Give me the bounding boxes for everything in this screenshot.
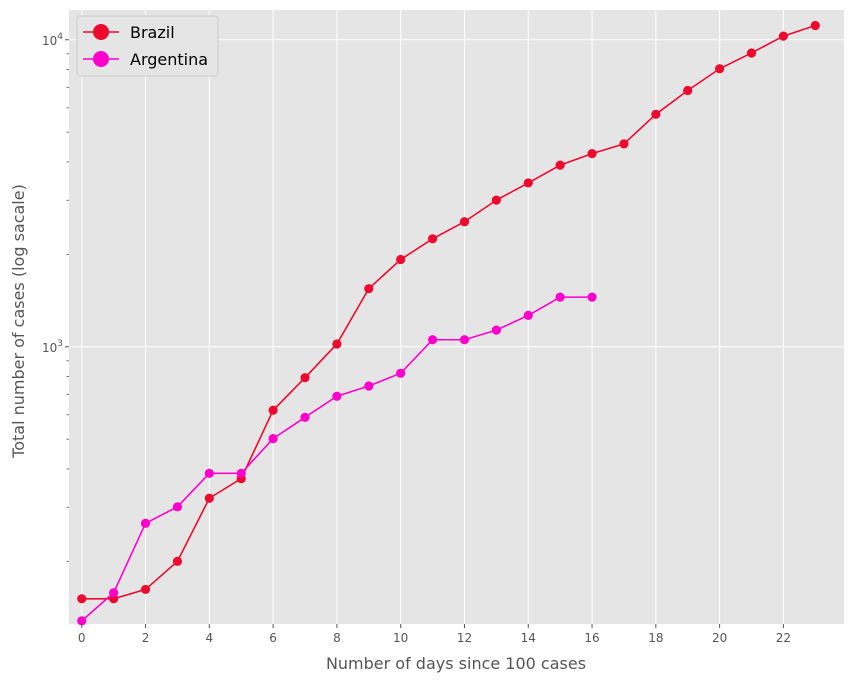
data-point-brazil [778, 31, 789, 41]
y-axis: 103 104 [42, 32, 69, 562]
data-point-brazil [396, 254, 406, 265]
x-tick-label: 22 [776, 631, 791, 645]
data-point-brazil [491, 195, 501, 205]
data-point-brazil [268, 405, 278, 415]
series-layer [77, 20, 820, 626]
x-tick-label: 6 [269, 631, 277, 645]
legend: Brazil Argentina [76, 15, 219, 77]
data-point-brazil [204, 493, 214, 503]
data-point-argentina [77, 616, 87, 626]
data-point-argentina [172, 502, 183, 512]
data-point-argentina [300, 412, 310, 422]
data-point-argentina [555, 292, 565, 302]
x-tick-label: 16 [584, 631, 599, 645]
data-point-argentina [587, 292, 597, 302]
data-point-brazil [300, 373, 310, 383]
data-point-argentina [332, 391, 342, 401]
grid [69, 10, 844, 624]
data-point-brazil [332, 339, 342, 349]
data-point-argentina [427, 335, 438, 345]
data-point-brazil [523, 178, 533, 188]
x-tick-label: 18 [648, 631, 663, 645]
data-point-argentina [491, 325, 501, 335]
y-axis-label: Total number of cases (log sacale) [9, 184, 28, 459]
data-point-brazil [77, 594, 87, 604]
data-point-argentina [459, 335, 470, 345]
data-point-brazil [810, 20, 820, 31]
data-point-brazil [459, 217, 470, 227]
data-point-argentina [236, 468, 246, 478]
data-point-argentina [204, 468, 214, 478]
y-tick-label: 103 [42, 339, 63, 355]
y-tick-label: 104 [42, 32, 63, 48]
data-point-brazil [619, 139, 629, 149]
data-point-argentina [364, 381, 374, 391]
data-point-brazil [587, 149, 597, 159]
legend-marker-brazil [93, 24, 109, 40]
data-point-brazil [683, 85, 693, 96]
x-tick-label: 20 [712, 631, 727, 645]
x-tick-label: 10 [393, 631, 408, 645]
data-point-brazil [427, 234, 438, 244]
data-point-argentina [523, 310, 533, 321]
data-point-argentina [268, 434, 278, 444]
data-point-brazil [715, 64, 725, 74]
x-axis: 0 2 4 6 8 10 12 14 16 18 20 22 [78, 624, 791, 645]
data-point-brazil [651, 109, 661, 119]
data-point-brazil [364, 284, 374, 294]
x-tick-label: 0 [78, 631, 86, 645]
legend-marker-argentina [93, 51, 109, 67]
x-tick-label: 14 [521, 631, 536, 645]
legend-label-brazil: Brazil [130, 23, 175, 42]
x-axis-label: Number of days since 100 cases [326, 654, 586, 673]
data-point-argentina [140, 518, 151, 528]
x-tick-label: 4 [206, 631, 214, 645]
data-point-argentina [396, 368, 406, 378]
data-point-brazil [140, 584, 151, 595]
legend-label-argentina: Argentina [130, 50, 208, 69]
legend-box [76, 15, 219, 77]
plot-area [69, 10, 844, 624]
data-point-argentina [109, 588, 119, 598]
series-line-brazil [81, 24, 816, 600]
data-point-brazil [172, 556, 183, 566]
x-tick-label: 12 [457, 631, 472, 645]
data-point-brazil [746, 48, 757, 58]
x-tick-label: 8 [333, 631, 341, 645]
data-point-brazil [555, 160, 565, 170]
x-tick-label: 2 [142, 631, 150, 645]
